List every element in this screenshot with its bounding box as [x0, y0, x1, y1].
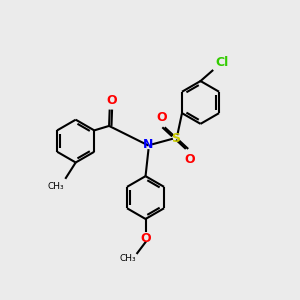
Text: S: S — [171, 132, 180, 145]
Text: CH₃: CH₃ — [119, 254, 136, 263]
Text: O: O — [156, 110, 167, 124]
Text: O: O — [140, 232, 151, 245]
Text: Cl: Cl — [215, 56, 229, 69]
Text: O: O — [184, 153, 195, 166]
Text: CH₃: CH₃ — [47, 182, 64, 191]
Text: O: O — [107, 94, 117, 107]
Text: N: N — [143, 138, 154, 151]
